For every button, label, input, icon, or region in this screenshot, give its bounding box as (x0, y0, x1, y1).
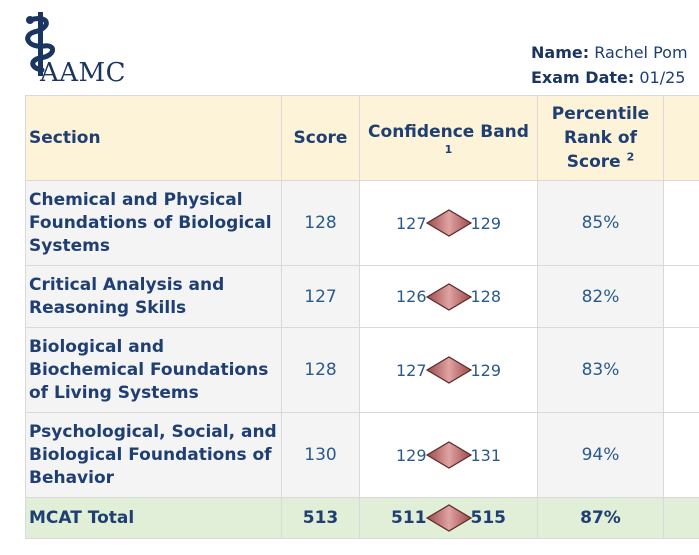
table-header-row: Section Score Confidence Band 1 Percenti… (25, 95, 699, 181)
name-label: Name: (531, 43, 590, 62)
score-table: Section Score Confidence Band 1 Percenti… (25, 95, 699, 539)
exam-date-value: 01/25 (639, 68, 686, 87)
band-low: 129 (395, 445, 427, 465)
table-row: Chemical and Physical Foundations of Bio… (25, 180, 699, 266)
total-percentile: 87% (537, 497, 664, 539)
header-percentile: Percentile Rank of Score 2 (537, 95, 664, 181)
diamond-icon (425, 209, 472, 237)
section-score: 130 (281, 412, 360, 498)
section-name: Psychological, Social, and Biological Fo… (25, 412, 282, 498)
total-score: 513 (281, 497, 360, 539)
diamond-icon (425, 356, 472, 384)
band-low: 126 (395, 287, 427, 306)
header-pct-footnote: 2 (626, 150, 635, 164)
total-row: MCAT Total 513 511 515 87% (25, 497, 699, 539)
table-row: Biological and Biochemical Foundations o… (25, 327, 699, 413)
confidence-band: 127 129 (359, 327, 538, 413)
candidate-info: Name: Rachel Pom Exam Date: 01/25 (531, 40, 688, 90)
header-extra (663, 95, 699, 181)
confidence-band: 127 129 (359, 180, 538, 266)
diamond-icon (425, 504, 472, 532)
header-score: Score (281, 95, 360, 181)
header-band-label: Confidence Band (368, 122, 529, 142)
band-high: 131 (470, 445, 502, 465)
caduceus-icon (25, 12, 55, 76)
extra-cell (663, 497, 699, 539)
extra-cell (663, 265, 699, 328)
confidence-band: 126 128 (359, 265, 538, 328)
header-pct-line1: Percentile (551, 104, 650, 124)
section-percentile: 85% (537, 180, 664, 266)
section-name: Critical Analysis and Reasoning Skills (25, 265, 282, 328)
header-confidence-band: Confidence Band 1 (359, 95, 538, 181)
section-name: Chemical and Physical Foundations of Bio… (25, 180, 282, 266)
section-percentile: 83% (537, 327, 664, 413)
header-pct-line2: Rank of (564, 128, 637, 148)
extra-cell (663, 327, 699, 413)
section-percentile: 94% (537, 412, 664, 498)
table-row: Critical Analysis and Reasoning Skills 1… (25, 265, 699, 328)
band-high: 129 (470, 360, 502, 380)
band-high: 128 (470, 287, 502, 306)
logo-text: AAMC (40, 58, 127, 88)
diamond-icon (425, 441, 472, 469)
extra-cell (663, 180, 699, 266)
name-value: Rachel Pom (594, 43, 688, 62)
name-line: Name: Rachel Pom (531, 40, 688, 65)
section-score: 128 (281, 327, 360, 413)
total-confidence-band: 511 515 (359, 497, 538, 539)
exam-date-label: Exam Date: (531, 68, 635, 87)
aamc-logo: AAMC (22, 10, 142, 90)
header-band-footnote: 1 (444, 143, 453, 156)
header-section: Section (25, 95, 282, 181)
header-pct-line3: Score (566, 152, 621, 172)
section-score: 128 (281, 180, 360, 266)
band-low: 127 (395, 213, 427, 233)
confidence-band: 129 131 (359, 412, 538, 498)
section-percentile: 82% (537, 265, 664, 328)
diamond-icon (425, 282, 472, 311)
exam-date-line: Exam Date: 01/25 (531, 65, 688, 90)
extra-cell (663, 412, 699, 498)
band-high: 515 (470, 508, 507, 528)
table-row: Psychological, Social, and Biological Fo… (25, 412, 699, 498)
total-label: MCAT Total (25, 497, 282, 539)
band-low: 511 (391, 508, 427, 528)
band-low: 127 (395, 360, 427, 380)
band-high: 129 (470, 213, 502, 233)
section-score: 127 (281, 265, 360, 328)
section-name: Biological and Biochemical Foundations o… (25, 327, 282, 413)
